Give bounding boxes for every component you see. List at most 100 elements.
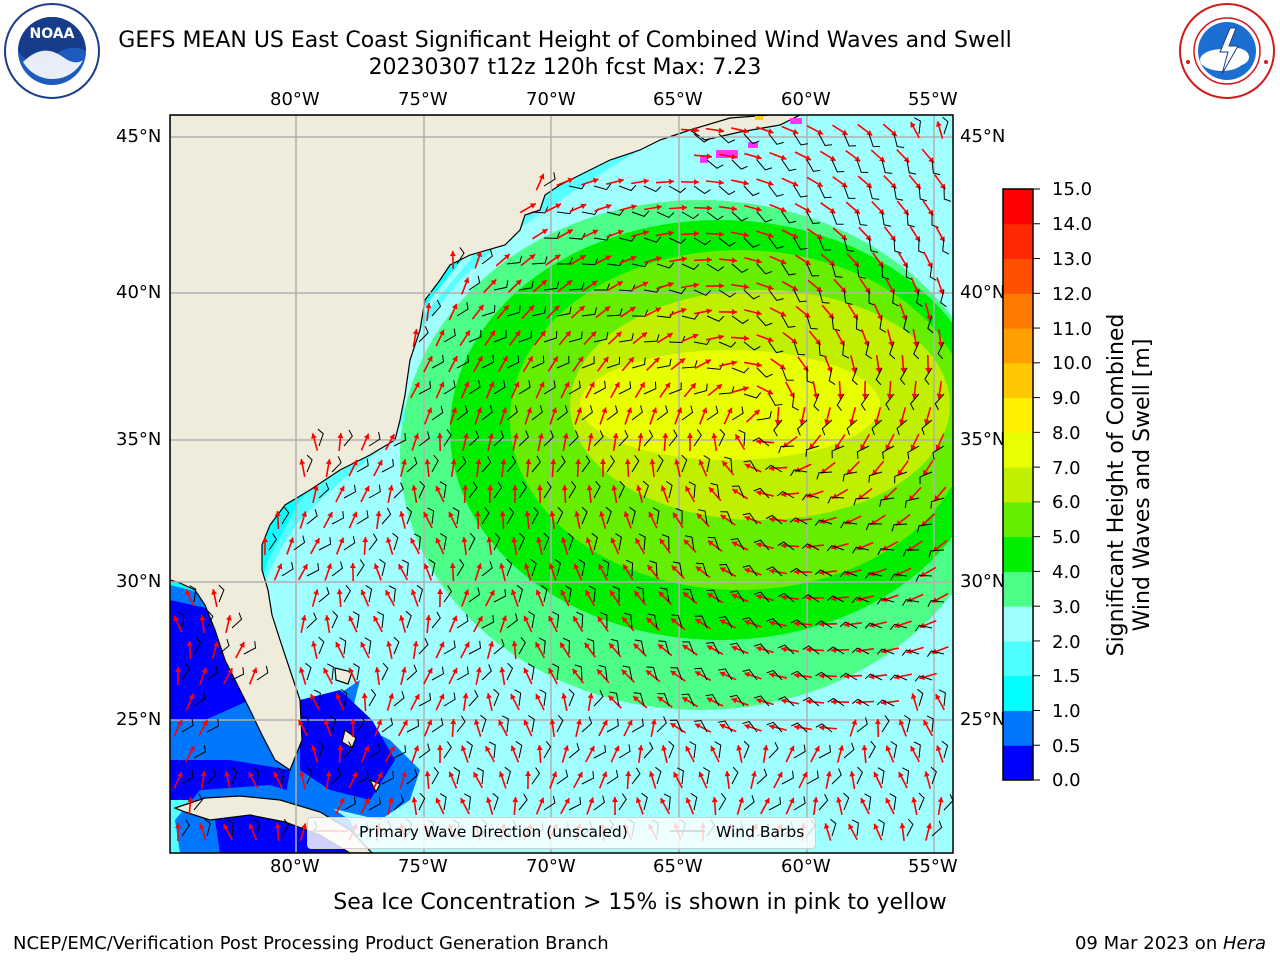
wave-arrow-head bbox=[731, 541, 738, 547]
land-masses bbox=[170, 115, 801, 853]
wave-arrow-head bbox=[781, 542, 787, 549]
colorbar-frame bbox=[1002, 188, 1034, 781]
wind-barb bbox=[439, 481, 447, 499]
wind-barb bbox=[914, 675, 933, 682]
colorbar-segment bbox=[1003, 293, 1033, 329]
wave-arrow-head bbox=[636, 485, 642, 491]
wind-barb bbox=[606, 308, 623, 317]
wave-arrow-head bbox=[769, 568, 775, 575]
wind-barb bbox=[531, 355, 545, 369]
wind-barb bbox=[641, 792, 648, 811]
wave-arrow-head bbox=[707, 645, 713, 651]
wind-barb bbox=[504, 766, 512, 785]
wave-arrow-head bbox=[681, 256, 687, 263]
wind-barb bbox=[868, 133, 881, 148]
wind-barb bbox=[901, 649, 920, 656]
wind-barb bbox=[768, 133, 784, 145]
wind-barb bbox=[493, 638, 505, 655]
wave-arrow-head bbox=[799, 419, 806, 425]
wind-barb bbox=[840, 672, 858, 681]
wind-barb bbox=[631, 260, 649, 268]
wind-barb bbox=[852, 698, 870, 707]
wind-barb bbox=[724, 456, 733, 473]
wave-arrow-head bbox=[631, 204, 637, 210]
wave-arrow-head bbox=[523, 667, 529, 674]
wind-barb bbox=[694, 667, 708, 681]
wave-arrow-head bbox=[731, 697, 738, 704]
wind-barb bbox=[876, 699, 895, 707]
wind-barb bbox=[743, 460, 758, 473]
wind-barb bbox=[481, 405, 493, 421]
wave-arrow-head bbox=[566, 280, 573, 286]
wave-arrow-head bbox=[577, 356, 584, 363]
wind-barb bbox=[556, 306, 572, 317]
wind-barb bbox=[682, 641, 695, 655]
wave-arrow-head bbox=[751, 771, 757, 777]
wave-arrow-head bbox=[743, 127, 749, 134]
wave-arrow-head bbox=[910, 746, 916, 752]
wave-arrow-head bbox=[501, 407, 508, 414]
wind-barb bbox=[581, 405, 593, 421]
wave-arrow-head bbox=[848, 824, 854, 830]
wind-barb bbox=[631, 767, 641, 785]
wind-barb bbox=[889, 674, 908, 681]
wind-barb bbox=[839, 570, 858, 578]
wind-barb bbox=[756, 367, 773, 378]
wave-arrow-head bbox=[911, 393, 918, 399]
wind-barb bbox=[206, 610, 214, 629]
lon-label-bottom-75w: 75°W bbox=[398, 856, 448, 877]
wind-barb bbox=[926, 715, 934, 733]
lat-label-left-45n: 45°N bbox=[116, 126, 162, 147]
wave-arrow-head bbox=[410, 538, 416, 544]
wind-barb bbox=[556, 714, 564, 733]
wave-arrow-head bbox=[804, 259, 811, 265]
wave-arrow-head bbox=[719, 619, 726, 625]
wave-arrow-head bbox=[756, 154, 762, 160]
wave-arrow-head bbox=[719, 723, 726, 730]
wind-barb bbox=[729, 694, 745, 707]
wind-barb bbox=[876, 648, 895, 655]
wind-barb bbox=[331, 510, 345, 525]
wind-barb bbox=[831, 768, 842, 785]
wind-barb bbox=[938, 689, 946, 707]
wind-barb bbox=[743, 289, 761, 300]
wave-arrow-head bbox=[611, 797, 618, 803]
wind-barb bbox=[231, 612, 243, 629]
wave-arrow-head bbox=[744, 567, 751, 574]
wave-arrow-head bbox=[351, 771, 358, 778]
wave-arrow-head bbox=[789, 392, 795, 398]
wave-arrow-head bbox=[885, 797, 891, 804]
wave-arrow-head bbox=[311, 433, 317, 439]
wind-barb bbox=[718, 616, 733, 629]
wind-barb bbox=[301, 715, 309, 733]
wind-barb bbox=[530, 558, 537, 577]
wind-barb bbox=[339, 637, 347, 655]
wind-barb bbox=[851, 647, 870, 655]
wind-barb bbox=[456, 247, 465, 265]
wind-barb bbox=[468, 329, 482, 343]
wave-arrow-head bbox=[567, 229, 573, 235]
wave-arrow-head bbox=[854, 208, 860, 214]
wind-barb bbox=[693, 133, 711, 143]
wave-arrow-head bbox=[806, 698, 812, 705]
wind-barb bbox=[418, 692, 432, 707]
wind-barb bbox=[657, 693, 670, 707]
wind-barb bbox=[915, 624, 933, 632]
wave-arrow-head bbox=[528, 305, 535, 312]
wave-arrow-head bbox=[794, 568, 800, 575]
wind-barb bbox=[868, 289, 876, 306]
wave-arrow-head bbox=[753, 409, 760, 416]
footer-host: Hera bbox=[1222, 933, 1266, 954]
wave-arrow-head bbox=[427, 356, 433, 362]
wave-arrow-head bbox=[934, 495, 940, 501]
wave-arrow-head bbox=[529, 203, 536, 209]
wind-barb bbox=[431, 354, 444, 369]
wave-arrow-head bbox=[463, 381, 470, 388]
wind-barb bbox=[618, 284, 636, 292]
wind-barb bbox=[638, 533, 646, 551]
wind-barb bbox=[781, 770, 794, 785]
wave-arrow-head bbox=[410, 589, 417, 596]
wave-arrow-head bbox=[274, 823, 281, 829]
wave-arrow-head bbox=[935, 444, 942, 451]
wind-barb bbox=[528, 715, 535, 733]
